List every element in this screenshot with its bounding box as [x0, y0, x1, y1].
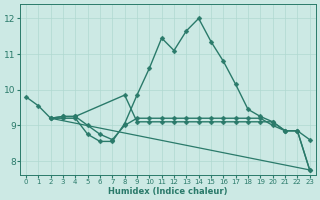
- X-axis label: Humidex (Indice chaleur): Humidex (Indice chaleur): [108, 187, 228, 196]
